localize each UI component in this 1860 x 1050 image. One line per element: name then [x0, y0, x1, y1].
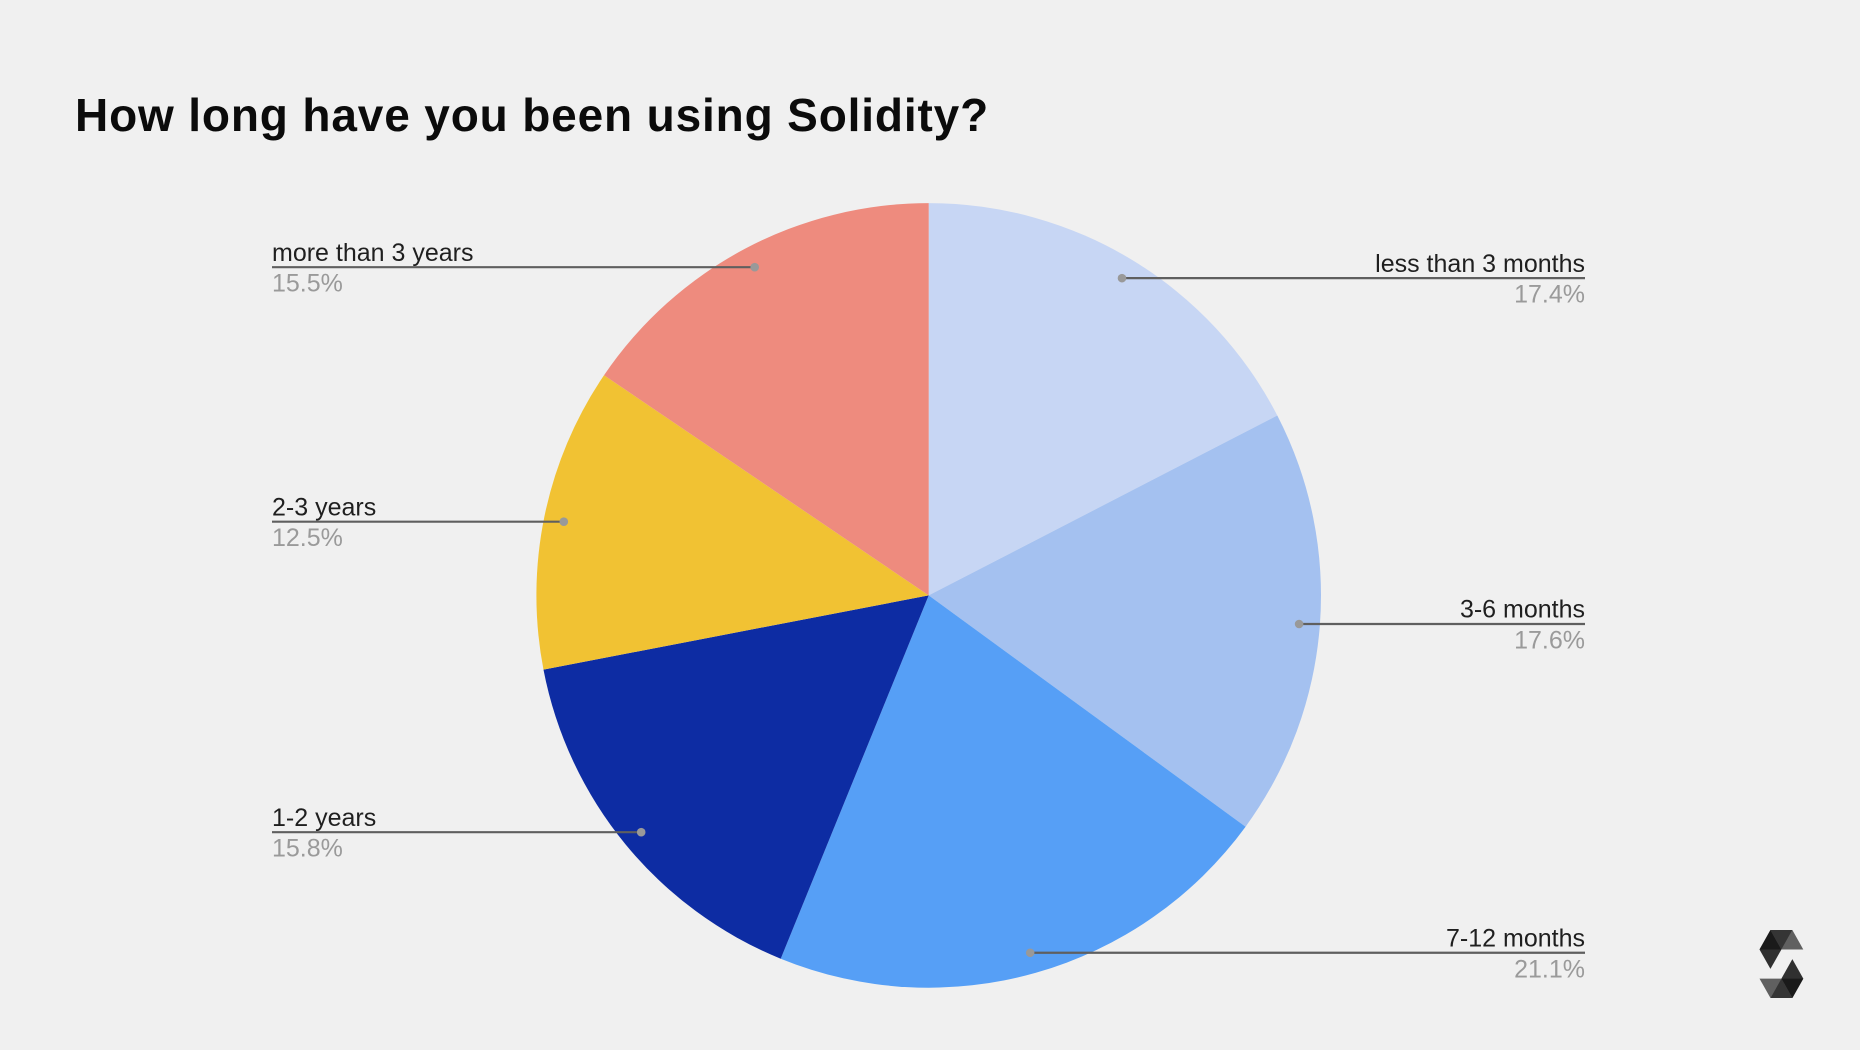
svg-text:How long have you been using S: How long have you been using Solidity? [75, 89, 989, 141]
svg-text:15.5%: 15.5% [272, 270, 343, 298]
svg-text:12.5%: 12.5% [272, 524, 343, 552]
svg-text:7-12 months: 7-12 months [1446, 925, 1585, 953]
svg-text:15.8%: 15.8% [272, 835, 343, 863]
svg-text:21.1%: 21.1% [1514, 955, 1585, 983]
svg-text:less than 3 months: less than 3 months [1375, 250, 1585, 278]
svg-text:17.4%: 17.4% [1514, 281, 1585, 309]
svg-text:2-3 years: 2-3 years [272, 493, 376, 521]
svg-text:1-2 years: 1-2 years [272, 804, 376, 832]
svg-text:more than 3 years: more than 3 years [272, 239, 474, 267]
svg-text:17.6%: 17.6% [1514, 627, 1585, 655]
svg-text:3-6 months: 3-6 months [1460, 596, 1585, 624]
